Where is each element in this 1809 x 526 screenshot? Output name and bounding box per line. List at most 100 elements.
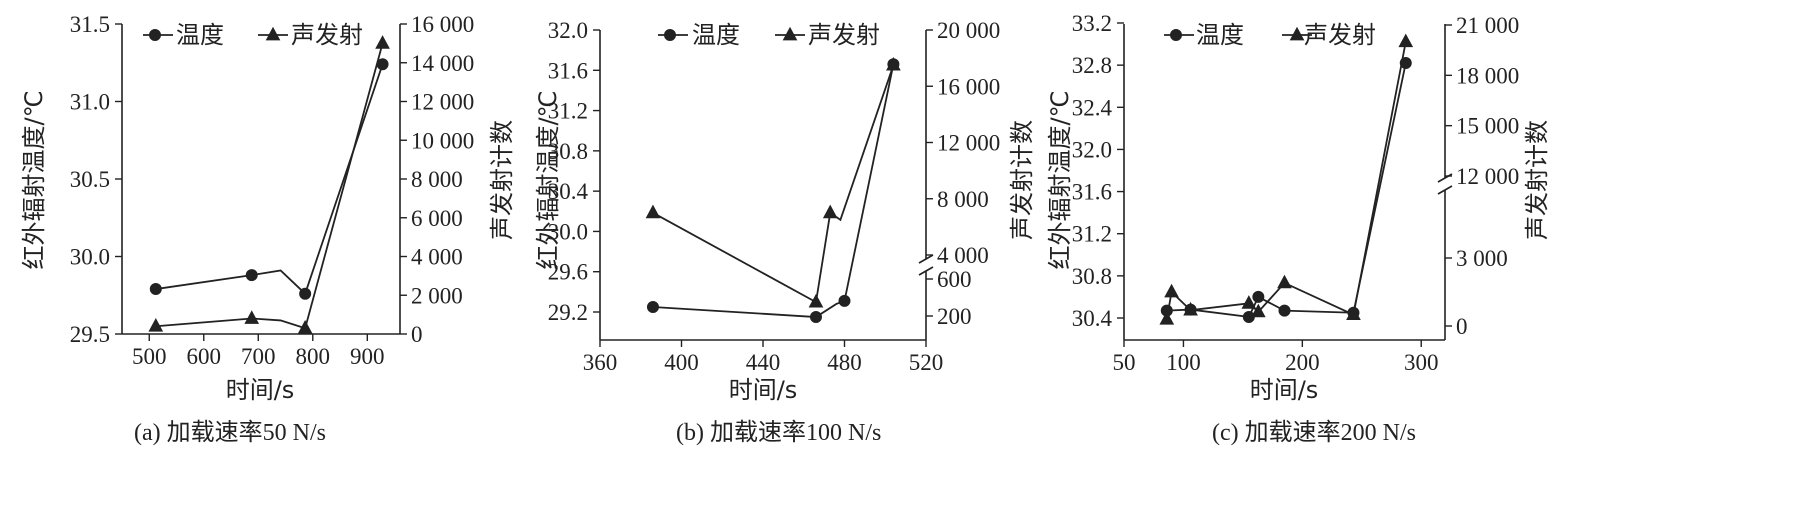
left-y-tick-label: 30.8 [1072,264,1112,289]
left-y-tick-label: 33.2 [1072,11,1112,36]
left-y-tick-label: 32.8 [1072,53,1112,78]
x-tick-label: 700 [241,344,276,369]
right-y-axis-title: 声发射计数 [1008,120,1036,240]
legend-marker-acoustic-emission [265,26,281,41]
right-y-tick-label: 18 000 [1456,63,1519,88]
right-y-tick-label: 0 [411,322,423,347]
x-axis-title: 时间/s [729,376,798,404]
left-y-tick-label: 30.0 [548,219,588,244]
right-y-tick-label: 12 000 [411,90,474,115]
series-line-acoustic-emission [652,64,895,304]
acoustic-emission-point [822,204,838,219]
acoustic-emission-point [375,35,390,49]
chart-panel-b: 360 400 440 480 520 29.2 29.6 30.0 30.4 30.8 31.2 3… [534,18,1036,446]
x-tick-label: 400 [664,350,699,375]
acoustic-emission-point [1251,303,1266,318]
axis-break-mark [1437,185,1453,195]
x-tick-label: 480 [827,350,862,375]
temperature-point [1278,304,1291,317]
x-tick-label: 100 [1166,350,1201,375]
right-y-tick-label: 2 000 [411,283,463,308]
right-y-tick-label: 8 000 [937,187,989,212]
chart-panel-c: 50 100 200 300 30.4 30.8 31.2 31.6 32.0 32.4 32.8 3… [1046,11,1551,446]
left-y-tick-label: 31.2 [1072,222,1112,247]
left-y-axis-title: 红外辐射温度/℃ [534,90,562,269]
right-y-tick-label: 15 000 [1456,114,1519,139]
left-y-tick-label: 31.0 [70,90,110,115]
x-tick-label: 360 [583,350,618,375]
legend-marker-temperature [1170,29,1182,41]
temperature-point [838,294,851,307]
acoustic-emission-point [1183,301,1198,316]
acoustic-emission-point [244,310,260,324]
axis-break-mark [918,266,934,276]
right-y-tick-label: 6 000 [411,206,463,231]
temperature-point [809,311,822,324]
temperature-point [245,269,258,282]
x-tick-label: 600 [187,344,222,369]
legend-marker-acoustic-emission [782,26,798,41]
right-y-tick-label: 16 000 [937,74,1000,99]
right-y-axis-title: 声发射计数 [488,120,516,240]
right-y-tick-label: 20 000 [937,18,1000,43]
x-tick-label: 200 [1285,350,1320,375]
right-y-tick-label: 16 000 [411,12,474,37]
left-y-tick-label: 32.0 [548,18,588,43]
left-y-tick-label: 30.5 [70,167,110,192]
series-line-acoustic-emission [155,43,384,330]
right-y-tick-label: 0 [1456,314,1468,339]
panel-caption: (b) 加载速率100 N/s [676,419,881,446]
legend-marker-temperature [149,29,161,41]
legend-marker-acoustic-emission [1289,26,1305,41]
left-y-tick-label: 29.5 [70,322,110,347]
acoustic-emission-point [808,293,824,308]
temperature-point [1252,290,1265,303]
panel-caption: (c) 加载速率200 N/s [1212,419,1416,446]
left-y-tick-label: 32.0 [1072,137,1112,162]
axis-break-mark [918,254,934,264]
acoustic-emission-point [1164,283,1179,298]
right-y-tick-label: 21 000 [1456,13,1519,38]
right-y-tick-label: 200 [937,304,972,329]
left-y-tick-label: 31.6 [1072,180,1112,205]
x-axis-title: 时间/s [1250,376,1319,404]
legend-label-temperature: 温度 [176,21,224,49]
acoustic-emission-point [1277,274,1292,289]
right-y-tick-label: 4 000 [411,245,463,270]
right-y-tick-label: 3 000 [1456,246,1508,271]
right-y-tick-label: 600 [937,267,972,292]
left-y-tick-label: 31.5 [70,12,110,37]
left-y-tick-label: 30.8 [548,139,588,164]
x-tick-label: 900 [350,344,385,369]
x-tick-label: 800 [296,344,331,369]
x-tick-label: 500 [132,344,167,369]
series-line-temperature [155,64,384,296]
panel-caption: (a) 加载速率50 N/s [134,419,326,446]
left-y-axis-title: 红外辐射温度/℃ [20,90,48,269]
x-tick-label: 440 [746,350,781,375]
acoustic-emission-point [645,204,661,219]
legend-label-temperature: 温度 [692,21,740,49]
acoustic-emission-point [1398,33,1414,48]
right-y-tick-label: 8 000 [411,167,463,192]
left-y-tick-label: 29.2 [548,300,588,325]
acoustic-emission-point [148,318,164,332]
left-y-tick-label: 30.4 [1072,306,1113,331]
acoustic-emission-point [1159,310,1175,325]
left-y-tick-label: 31.2 [548,99,588,124]
right-y-tick-label: 4 000 [937,243,989,268]
legend-label-temperature: 温度 [1196,21,1244,49]
left-y-tick-label: 30.0 [70,245,110,270]
right-y-tick-label: 12 000 [1456,164,1519,189]
legend-label-acoustic-emission: 声发射 [1304,21,1376,49]
x-tick-label: 520 [909,350,944,375]
acoustic-emission-point [1346,306,1361,321]
legend-marker-temperature [664,29,676,41]
legend-label-acoustic-emission: 声发射 [291,21,363,49]
temperature-point [646,300,659,313]
legend-label-acoustic-emission: 声发射 [808,21,880,49]
acoustic-emission-point [1241,295,1257,309]
temperature-point [299,287,312,300]
chart-panel-a: 500 600 700 800 900 29.5 30.0 30.5 31.0 31.5 0 2 00… [20,12,516,446]
right-y-tick-label: 10 000 [411,128,474,153]
